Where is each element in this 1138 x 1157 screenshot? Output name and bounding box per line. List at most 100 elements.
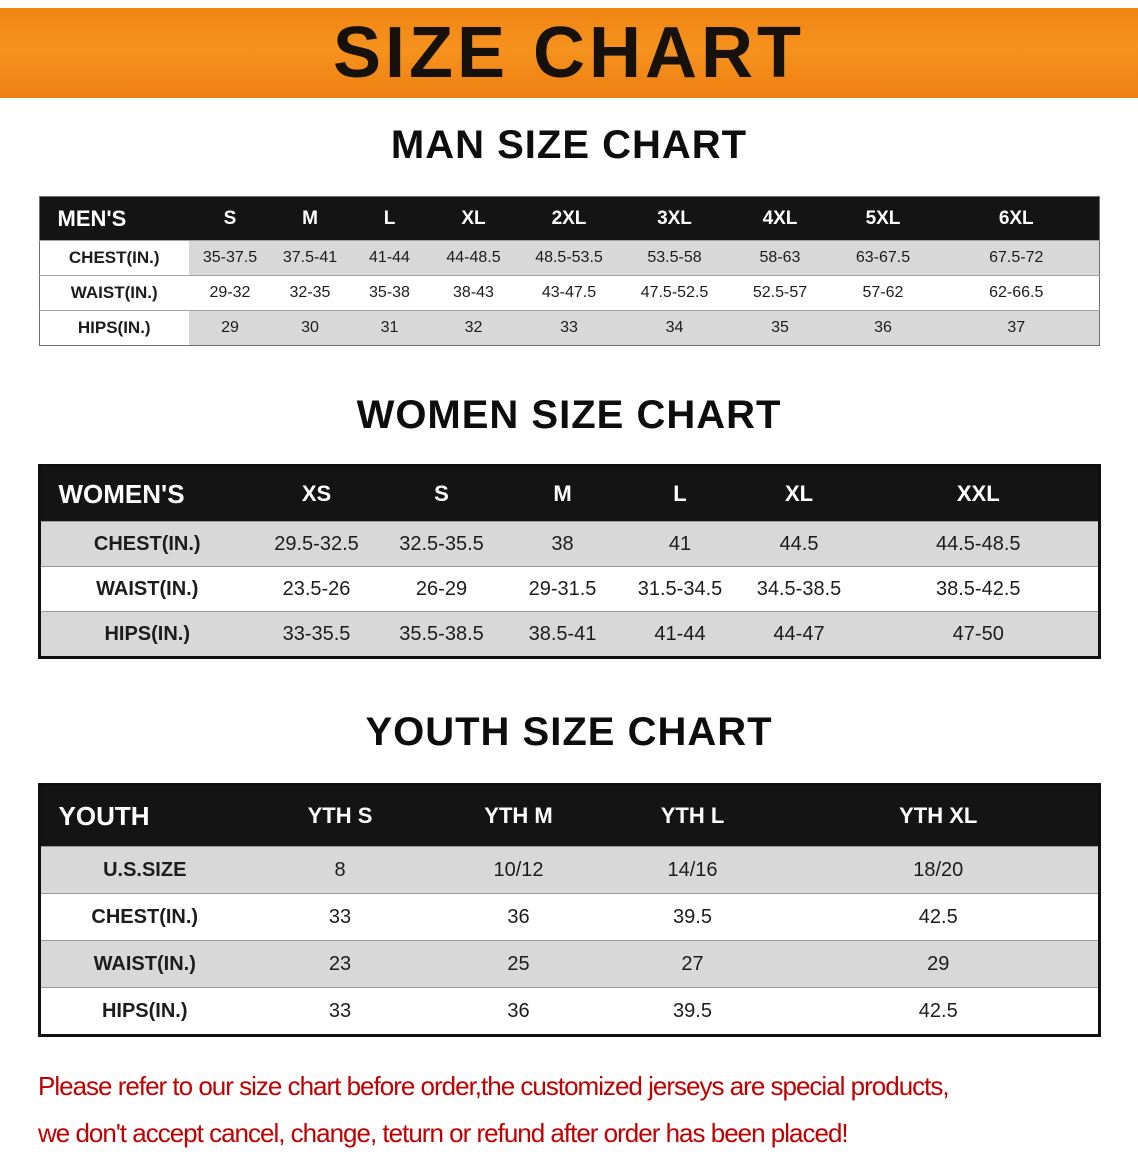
youth-section: YOUTH SIZE CHART YOUTH YTH S YTH M YTH L… <box>0 709 1138 1037</box>
size-column-header: YTH XL <box>779 784 1099 847</box>
table-cell: 25 <box>431 940 606 988</box>
men-header-row: MEN'S S M L XL 2XL 3XL 4XL 5XL 6XL <box>39 196 1099 241</box>
row-label: CHEST(IN.) <box>39 893 249 941</box>
size-column-header: S <box>379 465 504 522</box>
table-cell: 36 <box>832 310 934 346</box>
table-cell: 44-48.5 <box>430 240 517 276</box>
table-cell: 35-38 <box>349 275 430 311</box>
table-cell: 38 <box>504 521 621 567</box>
table-cell: 33 <box>517 310 621 346</box>
table-cell: 47-50 <box>859 611 1099 658</box>
size-column-header: M <box>504 465 621 522</box>
table-cell: 39.5 <box>606 987 779 1036</box>
women-size-table: WOMEN'S XS S M L XL XXL CHEST(IN.) 29.5-… <box>37 464 1101 659</box>
size-column-header: YTH S <box>249 784 431 847</box>
table-cell: 29-31.5 <box>504 566 621 612</box>
women-header-row: WOMEN'S XS S M L XL XXL <box>39 465 1099 522</box>
size-column-header: YTH M <box>431 784 606 847</box>
row-label: WAIST(IN.) <box>39 566 254 612</box>
table-cell: 44.5-48.5 <box>859 521 1099 567</box>
size-column-header: XL <box>430 196 517 241</box>
table-cell: 32-35 <box>271 275 349 311</box>
youth-hips-row: HIPS(IN.) 33 36 39.5 42.5 <box>39 987 1099 1036</box>
table-cell: 35.5-38.5 <box>379 611 504 658</box>
table-cell: 52.5-57 <box>728 275 832 311</box>
table-cell: 23.5-26 <box>254 566 379 612</box>
row-label: HIPS(IN.) <box>39 611 254 658</box>
table-cell: 48.5-53.5 <box>517 240 621 276</box>
table-cell: 43-47.5 <box>517 275 621 311</box>
size-chart-page: SIZE CHART MAN SIZE CHART MEN'S S M L XL… <box>0 8 1138 1148</box>
table-cell: 33-35.5 <box>254 611 379 658</box>
row-label: WAIST(IN.) <box>39 940 249 988</box>
table-cell: 27 <box>606 940 779 988</box>
table-cell: 29 <box>779 940 1099 988</box>
size-column-header: S <box>189 196 271 241</box>
footer-notice: Please refer to our size chart before or… <box>38 1063 1100 1157</box>
table-cell: 29-32 <box>189 275 271 311</box>
youth-ussize-row: U.S.SIZE 8 10/12 14/16 18/20 <box>39 846 1099 894</box>
youth-size-table: YOUTH YTH S YTH M YTH L YTH XL U.S.SIZE … <box>37 783 1101 1037</box>
table-cell: 41-44 <box>349 240 430 276</box>
size-column-header: 4XL <box>728 196 832 241</box>
banner: SIZE CHART <box>0 8 1138 98</box>
table-cell: 47.5-52.5 <box>621 275 728 311</box>
men-size-table: MEN'S S M L XL 2XL 3XL 4XL 5XL 6XL CHEST… <box>38 196 1100 346</box>
men-section: MAN SIZE CHART MEN'S S M L XL 2XL 3XL 4X… <box>0 122 1138 346</box>
women-hips-row: HIPS(IN.) 33-35.5 35.5-38.5 38.5-41 41-4… <box>39 611 1099 658</box>
row-label: HIPS(IN.) <box>39 310 189 346</box>
table-cell: 10/12 <box>431 846 606 894</box>
youth-header-row: YOUTH YTH S YTH M YTH L YTH XL <box>39 784 1099 847</box>
size-column-header: L <box>621 465 739 522</box>
men-hips-row: HIPS(IN.) 29 30 31 32 33 34 35 36 37 <box>39 310 1099 346</box>
table-cell: 30 <box>271 310 349 346</box>
size-column-header: XS <box>254 465 379 522</box>
table-cell: 36 <box>431 893 606 941</box>
table-cell: 32.5-35.5 <box>379 521 504 567</box>
table-cell: 42.5 <box>779 987 1099 1036</box>
page-title: SIZE CHART <box>333 13 805 93</box>
table-cell: 53.5-58 <box>621 240 728 276</box>
table-cell: 31 <box>349 310 430 346</box>
table-cell: 34.5-38.5 <box>739 566 859 612</box>
women-chest-row: CHEST(IN.) 29.5-32.5 32.5-35.5 38 41 44.… <box>39 521 1099 567</box>
table-cell: 62-66.5 <box>934 275 1099 311</box>
youth-section-heading: YOUTH SIZE CHART <box>365 710 773 754</box>
men-table-corner-label: MEN'S <box>39 196 189 241</box>
table-cell: 58-63 <box>728 240 832 276</box>
notice-line-2: we don't accept cancel, change, teturn o… <box>38 1118 849 1148</box>
table-cell: 35 <box>728 310 832 346</box>
row-label: CHEST(IN.) <box>39 521 254 567</box>
table-cell: 23 <box>249 940 431 988</box>
table-cell: 37 <box>934 310 1099 346</box>
row-label: U.S.SIZE <box>39 846 249 894</box>
size-column-header: YTH L <box>606 784 779 847</box>
table-cell: 42.5 <box>779 893 1099 941</box>
table-cell: 36 <box>431 987 606 1036</box>
table-cell: 57-62 <box>832 275 934 311</box>
table-cell: 32 <box>430 310 517 346</box>
table-cell: 29 <box>189 310 271 346</box>
table-cell: 67.5-72 <box>934 240 1099 276</box>
notice-line-1: Please refer to our size chart before or… <box>38 1071 950 1101</box>
table-cell: 63-67.5 <box>832 240 934 276</box>
row-label: HIPS(IN.) <box>39 987 249 1036</box>
size-column-header: XL <box>739 465 859 522</box>
table-cell: 18/20 <box>779 846 1099 894</box>
women-waist-row: WAIST(IN.) 23.5-26 26-29 29-31.5 31.5-34… <box>39 566 1099 612</box>
men-section-heading: MAN SIZE CHART <box>390 123 748 167</box>
men-chest-row: CHEST(IN.) 35-37.5 37.5-41 41-44 44-48.5… <box>39 240 1099 276</box>
size-column-header: 3XL <box>621 196 728 241</box>
table-cell: 35-37.5 <box>189 240 271 276</box>
table-cell: 41-44 <box>621 611 739 658</box>
women-table-corner-label: WOMEN'S <box>39 465 254 522</box>
row-label: CHEST(IN.) <box>39 240 189 276</box>
table-cell: 37.5-41 <box>271 240 349 276</box>
size-column-header: L <box>349 196 430 241</box>
women-section-heading: WOMEN SIZE CHART <box>356 393 782 437</box>
size-column-header: M <box>271 196 349 241</box>
table-cell: 41 <box>621 521 739 567</box>
table-cell: 33 <box>249 893 431 941</box>
table-cell: 44.5 <box>739 521 859 567</box>
youth-waist-row: WAIST(IN.) 23 25 27 29 <box>39 940 1099 988</box>
